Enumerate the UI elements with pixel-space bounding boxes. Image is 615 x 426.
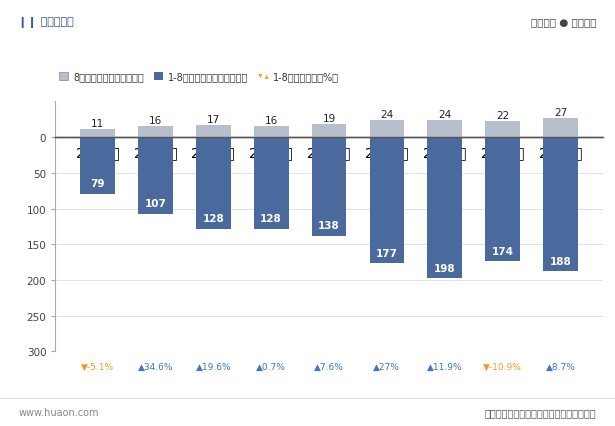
Text: ▲34.6%: ▲34.6% (138, 362, 173, 371)
Bar (196, 126, 231, 138)
Text: 16: 16 (149, 115, 162, 125)
Text: 174: 174 (491, 246, 514, 256)
Text: 198: 198 (434, 263, 456, 273)
Text: 128: 128 (202, 213, 224, 223)
Text: 16: 16 (264, 115, 278, 125)
Text: 数据来源：中国海关，华经产业研究院整理: 数据来源：中国海关，华经产业研究院整理 (485, 407, 597, 417)
Text: ▲11.9%: ▲11.9% (427, 362, 462, 371)
Bar (370, 121, 404, 138)
Text: ▲19.6%: ▲19.6% (196, 362, 231, 371)
Bar (254, 138, 288, 229)
Text: ▼-10.9%: ▼-10.9% (483, 362, 522, 371)
Text: 138: 138 (318, 220, 340, 230)
Text: 2016-2024年8月安徽省外商投资企业进出口总额: 2016-2024年8月安徽省外商投资企业进出口总额 (161, 54, 454, 72)
Text: 22: 22 (496, 111, 509, 121)
Text: ▲7.6%: ▲7.6% (314, 362, 344, 371)
Bar (543, 138, 578, 272)
Text: ▲8.7%: ▲8.7% (546, 362, 576, 371)
Text: ▼-5.1%: ▼-5.1% (81, 362, 114, 371)
Text: 188: 188 (550, 256, 571, 266)
Bar (138, 127, 173, 138)
Bar (370, 138, 404, 264)
Bar (427, 121, 462, 138)
Bar (312, 124, 346, 138)
Bar (80, 138, 115, 194)
Text: 27: 27 (554, 108, 567, 118)
Bar (312, 138, 346, 236)
Legend: 8月进出口总额（亿美元）, 1-8月进出口总额（亿美元）, 1-8月同比增速（%）: 8月进出口总额（亿美元）, 1-8月进出口总额（亿美元）, 1-8月同比增速（%… (55, 69, 343, 86)
Text: ▲0.7%: ▲0.7% (256, 362, 286, 371)
Text: 24: 24 (380, 110, 394, 120)
Bar (485, 138, 520, 262)
Text: 79: 79 (90, 178, 105, 188)
Text: 19: 19 (322, 113, 336, 123)
Bar (254, 127, 288, 138)
Text: ❙❙ 华经情报网: ❙❙ 华经情报网 (18, 17, 74, 28)
Text: 128: 128 (260, 213, 282, 223)
Bar (543, 118, 578, 138)
Bar (485, 122, 520, 138)
Bar (196, 138, 231, 229)
Text: www.huaon.com: www.huaon.com (18, 407, 99, 417)
Text: 24: 24 (438, 110, 451, 120)
Bar (138, 138, 173, 214)
Text: ▲27%: ▲27% (373, 362, 400, 371)
Text: 11: 11 (91, 119, 104, 129)
Bar (80, 130, 115, 138)
Bar (427, 138, 462, 279)
Text: 专业严谨 ● 客观科学: 专业严谨 ● 客观科学 (531, 17, 597, 27)
Text: 107: 107 (145, 199, 167, 208)
Text: 17: 17 (207, 115, 220, 125)
Text: 177: 177 (376, 248, 398, 258)
